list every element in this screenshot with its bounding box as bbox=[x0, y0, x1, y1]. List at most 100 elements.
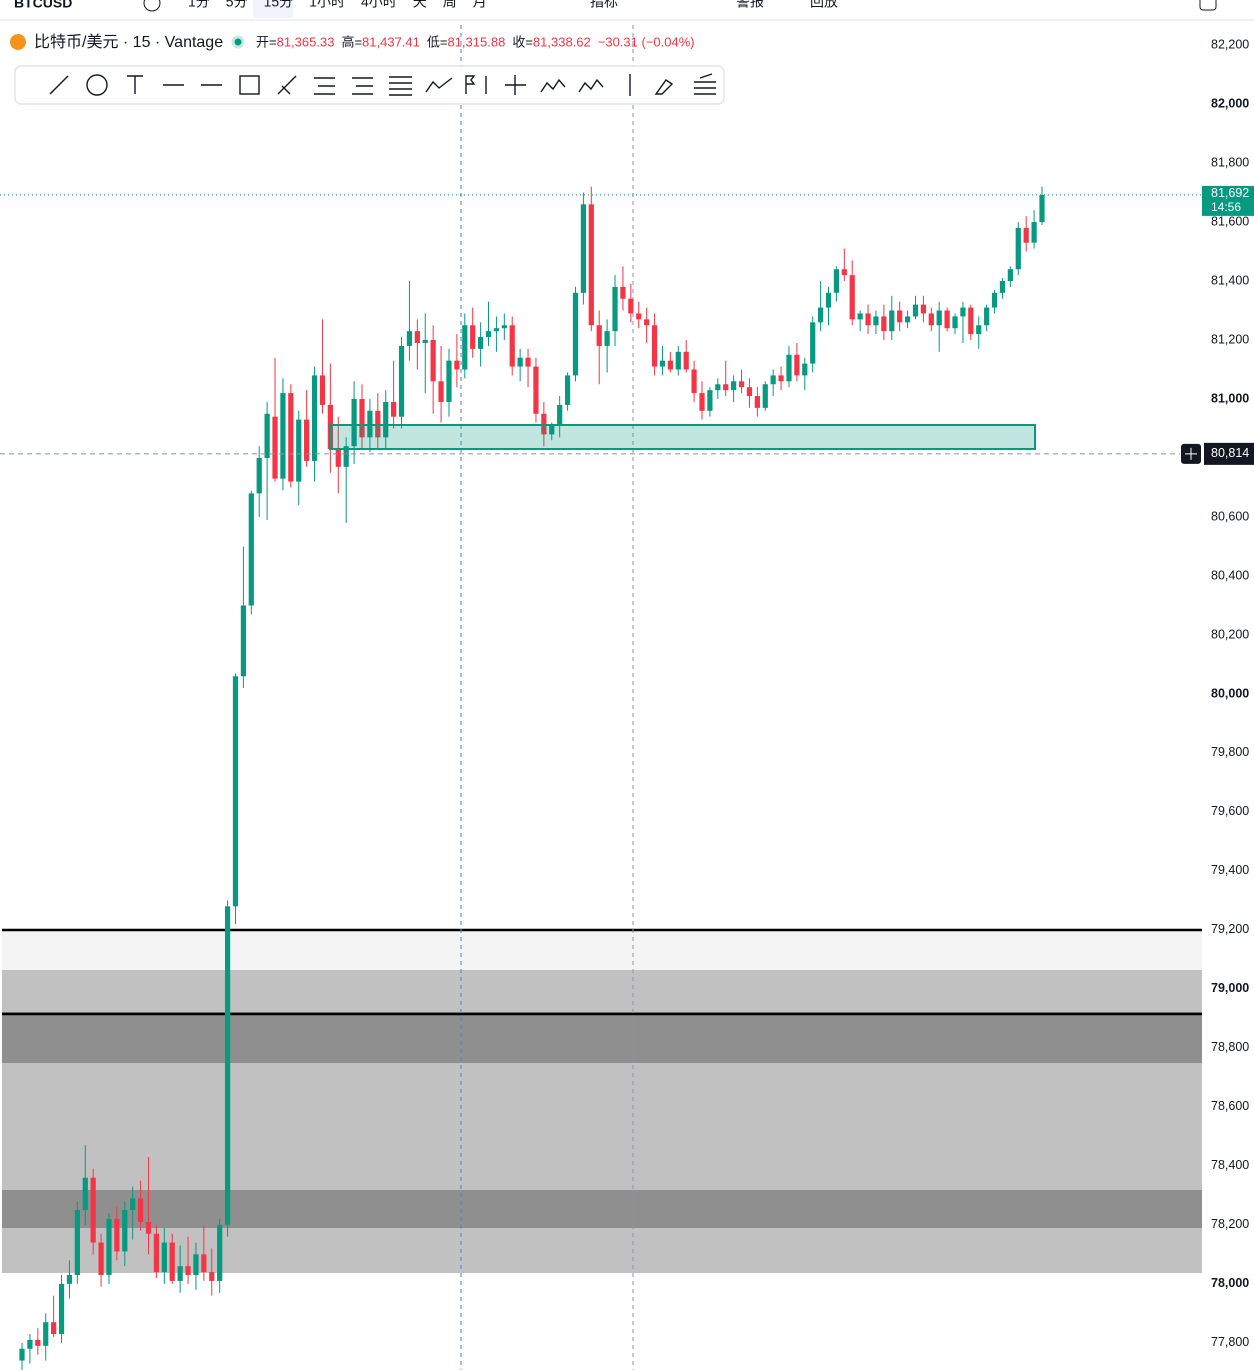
candle-body bbox=[335, 449, 341, 467]
candle-body bbox=[485, 331, 492, 338]
candle-body bbox=[976, 325, 982, 335]
candle-body bbox=[525, 357, 531, 367]
candle-body bbox=[1039, 194, 1045, 223]
candle-body bbox=[580, 204, 587, 293]
tool-icon[interactable] bbox=[389, 76, 412, 96]
y-tick-label: 79,600 bbox=[1211, 804, 1249, 818]
toolbar-panel bbox=[14, 65, 725, 105]
candle-body bbox=[936, 310, 942, 326]
candle-body bbox=[1023, 227, 1029, 243]
candle-body bbox=[817, 307, 824, 323]
zone bbox=[2, 1012, 1202, 1063]
interval[interactable]: 5分 bbox=[226, 0, 248, 10]
candle-body bbox=[82, 1177, 88, 1211]
candle-body bbox=[319, 375, 326, 405]
tool-icon[interactable] bbox=[425, 77, 453, 93]
y-tick-label: 81,600 bbox=[1211, 214, 1249, 228]
tool-icon[interactable] bbox=[540, 78, 566, 93]
legend-label: 开= bbox=[256, 34, 277, 49]
tool-icon[interactable] bbox=[86, 74, 108, 96]
status-dot bbox=[231, 35, 245, 49]
candle-body bbox=[137, 1198, 144, 1222]
candle-body bbox=[122, 1210, 128, 1252]
candle-body bbox=[391, 401, 397, 417]
candle-body bbox=[1015, 227, 1021, 270]
interval[interactable]: 1小时 bbox=[309, 0, 345, 10]
legend-value: 81,315.88 bbox=[447, 34, 505, 49]
candle-body bbox=[533, 366, 539, 414]
tool-icon[interactable] bbox=[314, 77, 335, 95]
candle-body bbox=[272, 416, 278, 479]
tool-icon[interactable] bbox=[352, 77, 373, 95]
zone bbox=[2, 1063, 1202, 1190]
tool-icon[interactable] bbox=[49, 75, 69, 95]
interval[interactable]: 4小时 bbox=[361, 0, 397, 10]
tool-icon[interactable] bbox=[239, 75, 260, 95]
interval[interactable]: 天 bbox=[413, 0, 427, 10]
add-icon[interactable] bbox=[143, 0, 161, 12]
y-tick-label: 79,400 bbox=[1211, 863, 1249, 877]
tool-icon[interactable] bbox=[127, 75, 143, 94]
interval[interactable]: 周 bbox=[443, 0, 457, 10]
candle-body bbox=[1007, 269, 1013, 282]
symbol[interactable]: BTCUSD bbox=[14, 0, 72, 11]
interval[interactable]: 1分 bbox=[188, 0, 210, 10]
candle-body bbox=[588, 204, 594, 326]
active-interval-bg bbox=[253, 0, 293, 18]
zone bbox=[2, 1190, 1202, 1228]
tool-icon[interactable] bbox=[694, 73, 716, 95]
drawings bbox=[2, 25, 1202, 1370]
candle-body bbox=[651, 325, 658, 367]
candle-body bbox=[873, 316, 879, 326]
interval[interactable]: 月 bbox=[473, 0, 487, 10]
candle-body bbox=[628, 298, 634, 314]
crosshair-plus bbox=[1185, 447, 1197, 460]
chart-title: 比特币/美元 · 15 · Vantage bbox=[34, 33, 223, 51]
candle-body bbox=[999, 281, 1006, 293]
candle-body bbox=[343, 446, 349, 467]
coin-icon bbox=[10, 34, 26, 50]
candle-body bbox=[256, 457, 262, 494]
candle-body bbox=[51, 1322, 57, 1335]
y-tick-label: 81,800 bbox=[1211, 155, 1249, 169]
candle-body bbox=[209, 1272, 215, 1281]
tool-icon[interactable] bbox=[277, 75, 297, 95]
candle-body bbox=[928, 313, 934, 326]
interval[interactable]: 15分 bbox=[264, 0, 294, 10]
candle-body bbox=[557, 404, 563, 426]
y-tick-label: 81,400 bbox=[1211, 273, 1249, 287]
candle-body bbox=[130, 1198, 136, 1211]
y-tick-label: 80,400 bbox=[1211, 568, 1249, 582]
candle-body bbox=[912, 304, 919, 317]
candle-body bbox=[549, 425, 555, 435]
candle-body bbox=[849, 275, 855, 320]
candle-body bbox=[161, 1242, 167, 1273]
replay[interactable]: 回放 bbox=[810, 0, 838, 10]
candle-body bbox=[564, 375, 571, 405]
legend-value: 81,437.41 bbox=[362, 34, 420, 49]
candle-body bbox=[723, 384, 729, 391]
tool-icon[interactable] bbox=[505, 75, 526, 95]
candle-body bbox=[288, 393, 294, 482]
last-price-label: 81,692 bbox=[1211, 186, 1249, 200]
tool-icon[interactable] bbox=[465, 75, 487, 94]
zone bbox=[2, 970, 1202, 1012]
tool-icon[interactable] bbox=[578, 78, 604, 93]
candle-body bbox=[153, 1233, 160, 1273]
alerts[interactable]: 警报 bbox=[736, 0, 764, 10]
candle-body bbox=[296, 419, 302, 482]
candle-body bbox=[841, 269, 847, 276]
candle-body bbox=[659, 360, 666, 367]
toolbar-bg bbox=[0, 0, 1254, 20]
indicators[interactable]: 指标 bbox=[590, 0, 618, 10]
candle-body bbox=[786, 354, 792, 382]
y-tick-label: 78,800 bbox=[1211, 1040, 1249, 1054]
candle-body bbox=[470, 325, 476, 349]
y-tick-label: 82,200 bbox=[1211, 37, 1249, 51]
tool-icon[interactable] bbox=[654, 79, 674, 95]
y-tick-label: 79,000 bbox=[1211, 981, 1249, 995]
candle-body bbox=[19, 1348, 25, 1361]
window-icon[interactable] bbox=[1199, 0, 1217, 11]
candle-body bbox=[509, 325, 515, 367]
legend-change: −30.31 (−0.04%) bbox=[598, 34, 695, 49]
